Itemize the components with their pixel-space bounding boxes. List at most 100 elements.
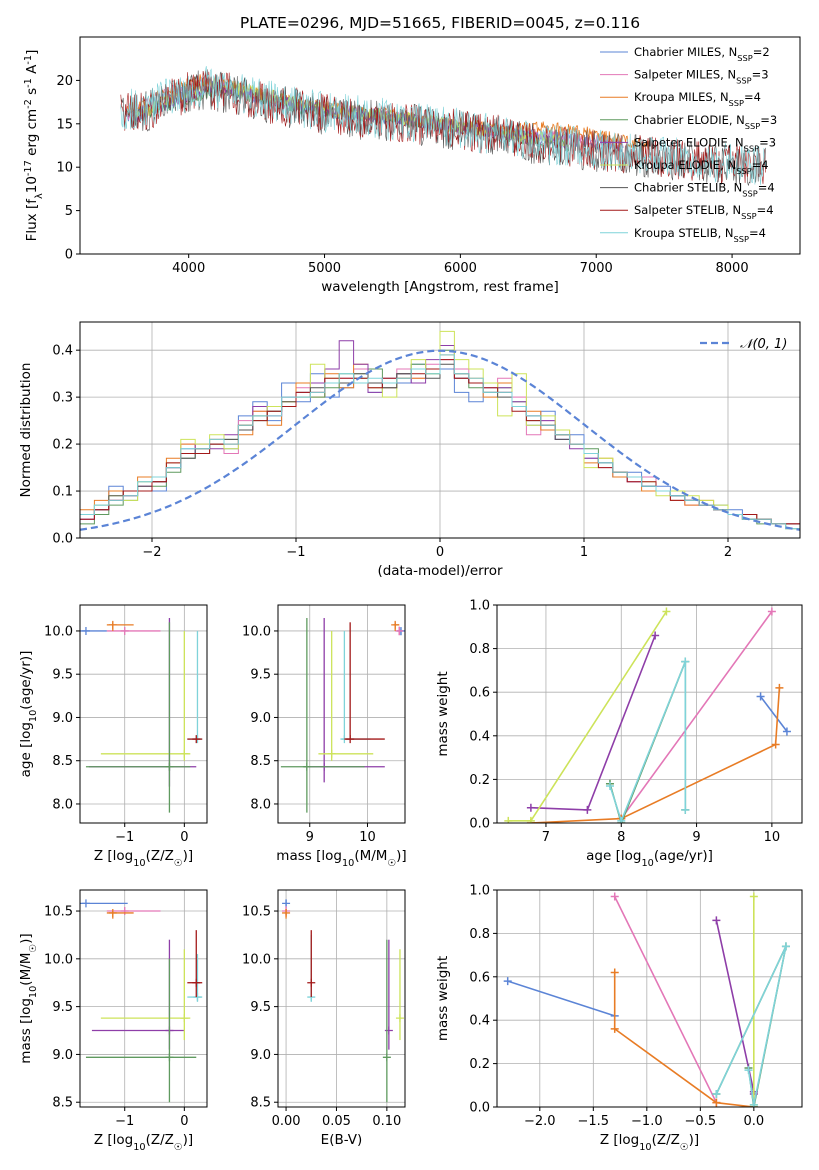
x-tick-label: 9 bbox=[692, 830, 700, 845]
data-point-1 bbox=[282, 899, 291, 908]
y-tick-label: 10.0 bbox=[44, 624, 73, 639]
legend-label: 𝒩(0, 1) bbox=[740, 337, 787, 352]
x-axis-label: Z [log10(Z/Z☉)] bbox=[600, 1132, 699, 1153]
x-tick-label: 0 bbox=[180, 1114, 188, 1129]
plot-area bbox=[504, 607, 791, 823]
legend: Chabrier MILES, NSSP=2 Salpeter MILES, NS… bbox=[600, 45, 777, 244]
marker bbox=[307, 978, 316, 987]
legend-label: Salpeter ELODIE, NSSP=3 bbox=[634, 135, 776, 153]
x-tick-label: 7 bbox=[542, 830, 550, 845]
data-point-8 bbox=[344, 622, 385, 744]
x-tick-label: −1 bbox=[115, 830, 134, 845]
marker bbox=[120, 907, 129, 916]
y-tick-label: 0.2 bbox=[52, 438, 73, 453]
weight-marker bbox=[771, 740, 780, 749]
marker bbox=[165, 762, 174, 771]
y-tick-label: 15 bbox=[56, 117, 73, 132]
data-point-3 bbox=[106, 620, 134, 631]
y-tick-label: 0.4 bbox=[469, 1014, 490, 1029]
weight-line bbox=[613, 972, 754, 1107]
x-axis-label: Z [log10(Z/Z☉)] bbox=[94, 1132, 193, 1153]
x-tick-label: 4000 bbox=[172, 261, 205, 276]
y-tick-label: 8.5 bbox=[52, 1096, 73, 1111]
y-tick-label: 8.5 bbox=[250, 754, 271, 769]
weight-marker bbox=[749, 1100, 758, 1107]
x-tick-label: −0.5 bbox=[685, 1114, 717, 1129]
weight-line bbox=[609, 661, 687, 823]
y-tick-label: 0.3 bbox=[52, 391, 73, 406]
y-tick-label: 20 bbox=[56, 74, 73, 89]
x-tick-label: −1.5 bbox=[578, 1114, 610, 1129]
weight-series-3 bbox=[526, 683, 784, 823]
data-point-1 bbox=[80, 626, 107, 635]
weight-line bbox=[715, 946, 787, 1105]
data-point-8 bbox=[307, 930, 316, 998]
weight-marker bbox=[503, 977, 512, 986]
y-tick-label: 9.0 bbox=[52, 711, 73, 726]
weight-marker bbox=[712, 1089, 721, 1098]
data-point-2 bbox=[106, 907, 161, 916]
marker bbox=[395, 1014, 404, 1023]
weight-marker bbox=[756, 692, 765, 701]
panel-3: −1 0 8.0 8.5 9.0 9.5 10.0 Z [log10(Z/Z☉)] age [l… bbox=[18, 604, 208, 869]
y-tick-label: 1.0 bbox=[469, 884, 490, 899]
marker bbox=[192, 978, 201, 987]
gaussian-curve bbox=[80, 349, 800, 531]
y-axis-label: Flux [fλ10-17 erg cm-2 s-1 A-1] bbox=[23, 50, 45, 242]
y-tick-label: 1.0 bbox=[469, 599, 490, 614]
x-axis-label: age [log10(age/yr)] bbox=[586, 848, 713, 869]
y-tick-label: 0.6 bbox=[469, 970, 490, 985]
weight-line bbox=[507, 980, 615, 1017]
y-tick-label: 0.8 bbox=[469, 642, 490, 657]
x-tick-label: 0.05 bbox=[322, 1114, 351, 1129]
x-tick-label: −2.0 bbox=[524, 1114, 556, 1129]
y-tick-label: 0 bbox=[65, 248, 73, 263]
y-tick-label: 9.5 bbox=[250, 1000, 271, 1015]
weight-marker bbox=[605, 781, 614, 790]
marker bbox=[384, 1026, 393, 1035]
data-point-8 bbox=[187, 930, 203, 998]
panel-8: −2.0 −1.5 −1.0 −0.5 0.0 0.0 0.2 0.4 0.6 0.8 1.0 Z [… bbox=[435, 884, 803, 1153]
weight-marker bbox=[767, 607, 776, 616]
x-axis-label: (data-model)/error bbox=[377, 563, 503, 579]
plot-area bbox=[280, 617, 405, 813]
data-point-2 bbox=[106, 626, 161, 635]
y-tick-label: 0.6 bbox=[469, 686, 490, 701]
weight-marker bbox=[782, 727, 791, 736]
marker bbox=[81, 626, 90, 635]
y-tick-label: 5 bbox=[65, 204, 73, 219]
y-tick-label: 0.1 bbox=[52, 485, 73, 500]
marker bbox=[108, 620, 117, 629]
marker bbox=[108, 908, 117, 917]
data-point-4 bbox=[88, 617, 197, 787]
x-axis-label: E(B-V) bbox=[321, 1132, 363, 1148]
data-point-3 bbox=[106, 908, 134, 919]
axes-frame bbox=[496, 604, 803, 824]
legend-label: Kroupa STELIB, NSSP=4 bbox=[634, 226, 766, 244]
plot-area bbox=[503, 892, 790, 1107]
y-tick-label: 0.0 bbox=[469, 817, 490, 832]
data-point-1 bbox=[80, 899, 128, 908]
data-point-6 bbox=[280, 617, 365, 813]
x-tick-label: 2 bbox=[724, 545, 732, 560]
weight-series-3 bbox=[610, 968, 758, 1107]
x-tick-label: −1 bbox=[115, 1114, 134, 1129]
legend-label: Chabrier STELIB, NSSP=4 bbox=[634, 181, 775, 199]
y-axis-label: age [log10(age/yr)] bbox=[18, 651, 39, 778]
data-point-6 bbox=[85, 958, 197, 1103]
y-tick-label: 10.0 bbox=[242, 624, 271, 639]
weight-marker bbox=[744, 1066, 753, 1075]
data-point-3 bbox=[391, 620, 400, 631]
data-point-2 bbox=[395, 626, 404, 636]
x-tick-label: 8000 bbox=[716, 261, 749, 276]
y-axis-label: mass [log10(M/M☉)] bbox=[18, 933, 39, 1063]
legend-label: Salpeter STELIB, NSSP=4 bbox=[634, 203, 774, 221]
y-tick-label: 0.4 bbox=[469, 729, 490, 744]
weight-marker bbox=[504, 816, 513, 823]
data-point-7 bbox=[187, 954, 203, 1002]
plot-area bbox=[120, 66, 766, 186]
marker bbox=[180, 1014, 189, 1023]
histogram-9 bbox=[80, 354, 800, 538]
x-axis-label: mass [log10(M/M☉)] bbox=[276, 848, 406, 869]
data-point-7 bbox=[187, 630, 203, 744]
